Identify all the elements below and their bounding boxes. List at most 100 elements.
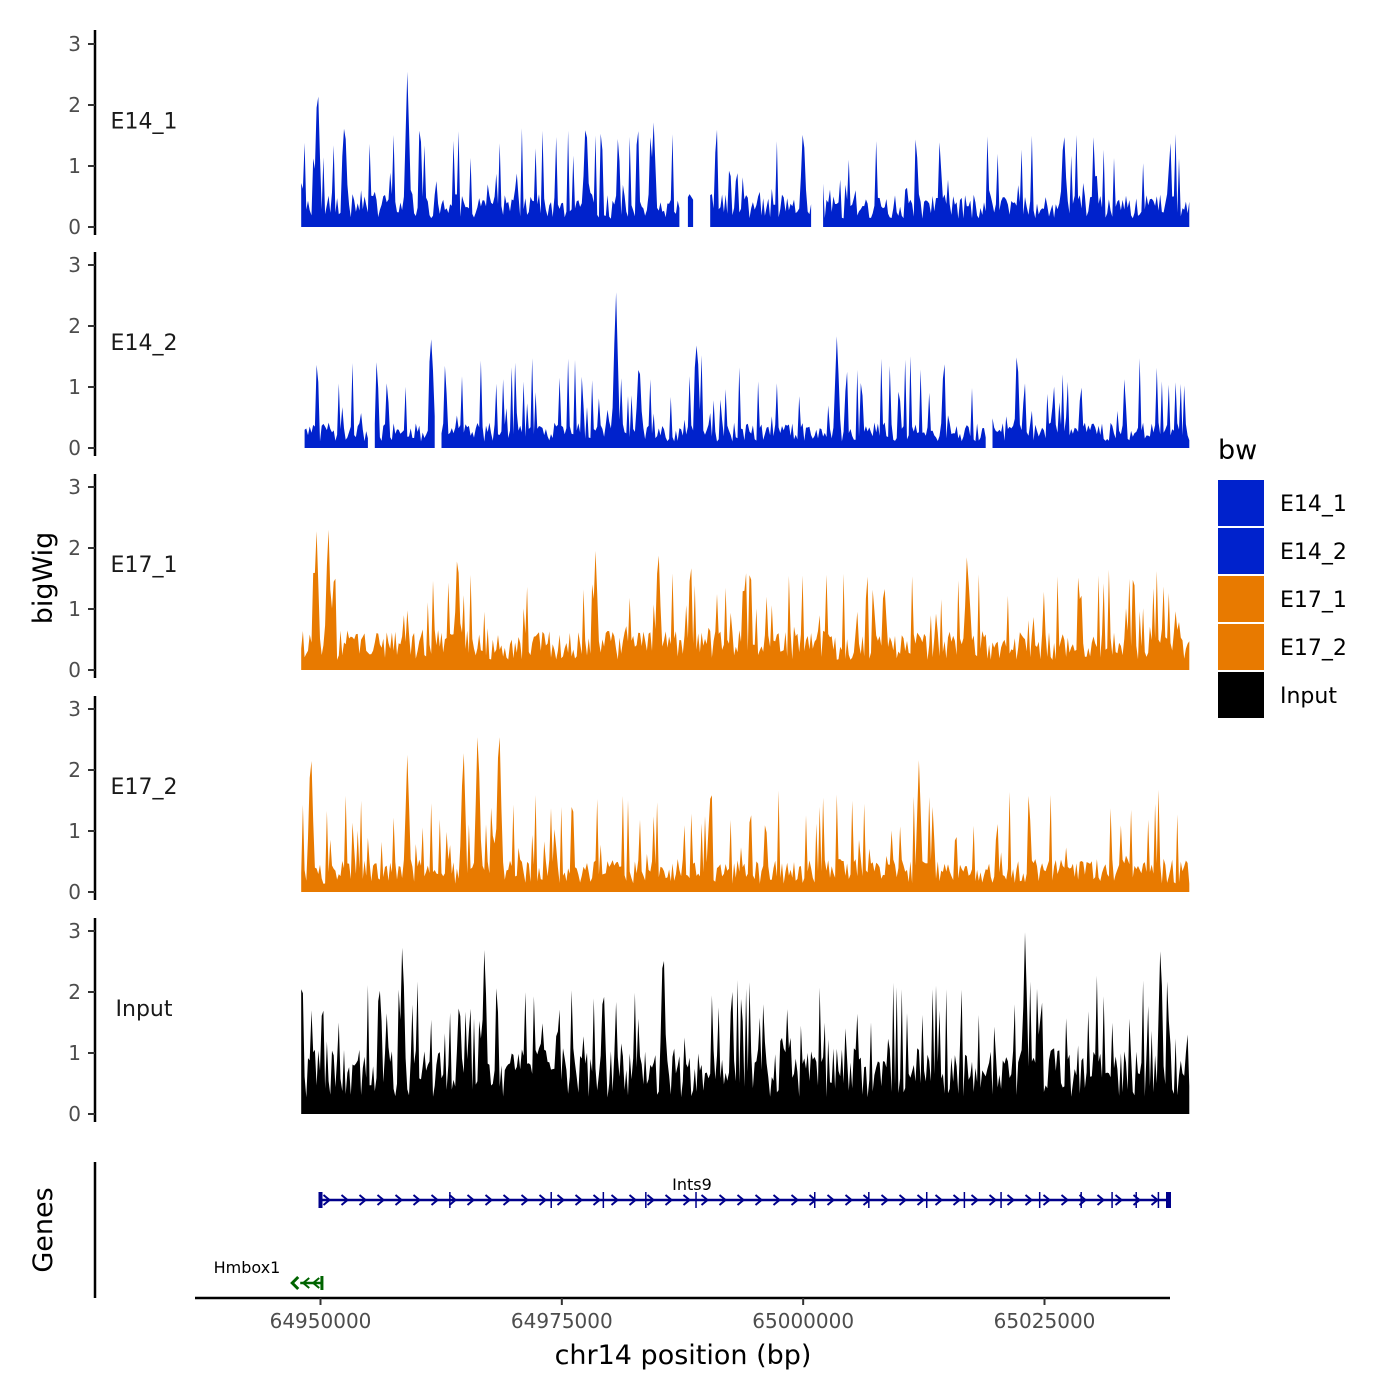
strand-chevron [412,1194,422,1206]
track-label: Input [116,997,173,1022]
legend-label: Input [1280,684,1337,709]
strand-chevron [844,1194,854,1206]
coverage-area-E17_1 [301,529,1190,670]
coverage-area-E14_2 [304,292,1190,448]
y-tick-label: 1 [68,375,81,399]
strand-chevron [898,1194,908,1206]
strand-chevron [322,1194,332,1206]
track-E17_2: 0 1 2 3 E17_2 [68,696,1190,904]
legend-swatch-E17_1 [1218,576,1264,622]
strand-chevron [736,1194,746,1206]
strand-chevron [952,1194,962,1206]
track-label: E17_2 [111,775,178,800]
track-E14_2: 0 1 2 3 E14_2 [68,252,1190,460]
strand-chevron [628,1194,638,1206]
exon-block [318,1192,323,1208]
y-tick-label: 1 [68,597,81,621]
y-tick-label: 1 [68,1041,81,1065]
strand-chevron [1024,1194,1034,1206]
strand-chevron [646,1194,656,1206]
strand-chevron [610,1194,620,1206]
y-tick-label: 3 [68,919,81,943]
y-axis-title: bigWig [28,532,59,625]
strand-chevron [592,1194,602,1206]
legend-swatch-E14_1 [1218,480,1264,526]
strand-chevron [1006,1194,1016,1206]
strand-chevron [1060,1194,1070,1206]
track-E17_1: 0 1 2 3 E17_1 [68,474,1190,682]
strand-chevron [394,1194,404,1206]
track-E14_1: 0 1 2 3 E14_1 [68,30,1190,239]
strand-chevron [826,1194,836,1206]
y-tick-label: 0 [68,658,81,682]
strand-chevron [502,1194,512,1206]
strand-chevron [556,1194,566,1206]
strand-chevron [682,1194,692,1206]
strand-chevron [376,1194,386,1206]
strand-chevron [574,1194,584,1206]
strand-chevron [1150,1194,1160,1206]
strand-chevron [466,1194,476,1206]
strand-chevron [718,1194,728,1206]
strand-chevron [1096,1194,1106,1206]
strand-chevron [340,1194,350,1206]
legend-label: E17_2 [1280,636,1347,661]
strand-chevron [754,1194,764,1206]
strand-chevron [448,1194,458,1206]
strand-chevron [934,1194,944,1206]
y-tick-label: 0 [68,436,81,460]
y-tick-label: 1 [68,154,81,178]
track-Input: 0 1 2 3 Input [68,918,1190,1126]
legend-title: bw [1218,435,1257,466]
y-tick-label: 2 [68,314,81,338]
x-axis: 64950000 64975000 65000000 65025000 [195,1296,1170,1333]
y-tick-label: 3 [68,253,81,277]
legend-swatch-E17_2 [1218,624,1264,670]
y-tick-label: 2 [68,758,81,782]
gene-label: Ints9 [672,1175,712,1194]
strand-arrow [290,1275,300,1291]
legend-label: E14_1 [1280,492,1347,517]
coverage-tracks: 0 1 2 3 E14_1 0 1 2 3 E14_2 0 1 2 3 E17_1 0 1 2 3 E17_2 0 1 2 3… [68,30,1190,1126]
legend-swatch-E14_2 [1218,528,1264,574]
exon-block [320,1276,324,1290]
gene-label: Hmbox1 [214,1258,281,1277]
x-axis-title: chr14 position (bp) [555,1340,812,1371]
coverage-area-Input [301,932,1190,1114]
y-tick-label: 0 [68,215,81,239]
y-tick-label: 3 [68,475,81,499]
legend-label: E14_2 [1280,540,1347,565]
strand-chevron [700,1194,710,1206]
strand-chevron [430,1194,440,1206]
strand-chevron [988,1194,998,1206]
y-tick-label: 3 [68,32,81,56]
strand-chevron [790,1194,800,1206]
gene-Hmbox1: Hmbox1 [214,1258,324,1291]
strand-chevron [358,1194,368,1206]
strand-chevron [970,1194,980,1206]
gene-Ints9: Ints9 [318,1175,1171,1208]
strand-chevron [301,1277,310,1289]
track-label: E14_1 [111,110,178,135]
y-tick-label: 2 [68,980,81,1004]
strand-chevron [1042,1194,1052,1206]
coverage-area-E17_2 [301,737,1190,892]
legend-swatch-Input [1218,672,1264,718]
y-tick-label: 2 [68,93,81,117]
strand-chevron [484,1194,494,1206]
genes-axis-title: Genes [28,1187,59,1272]
strand-chevron [538,1194,548,1206]
y-tick-label: 0 [68,1102,81,1126]
strand-chevron [311,1277,320,1289]
strand-chevron [664,1194,674,1206]
strand-chevron [880,1194,890,1206]
track-label: E14_2 [111,331,178,356]
legend: bw E14_1 E14_2 E17_1 E17_2 Input [1218,435,1347,718]
x-tick-label: 64950000 [270,1309,372,1333]
strand-chevron [916,1194,926,1206]
x-tick-label: 64975000 [511,1309,613,1333]
legend-label: E17_1 [1280,588,1347,613]
x-tick-label: 65000000 [752,1309,854,1333]
coverage-area-E14_1 [301,71,1190,227]
